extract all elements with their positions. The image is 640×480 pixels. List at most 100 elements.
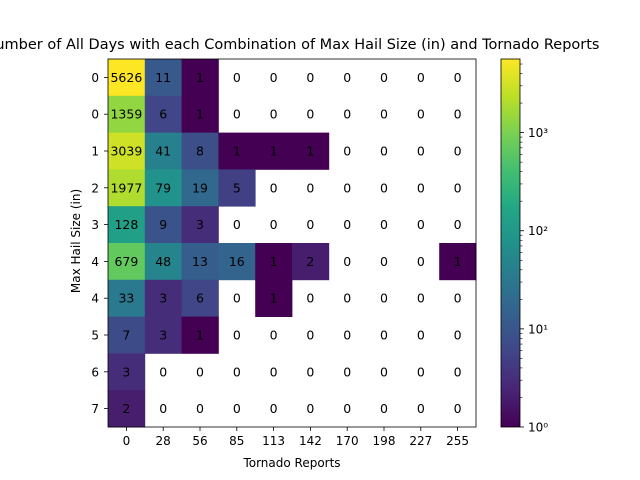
cell-value-label: 0 [380,291,388,306]
cell-value-label: 48 [155,254,171,269]
x-tick-label: 0 [123,434,131,448]
heatmap-cell [108,243,146,281]
heatmap-cell [181,279,219,317]
cell-value-label: 0 [233,291,241,306]
cell-value-label: 1977 [110,180,142,195]
cell-value-label: 8 [196,144,204,159]
cell-value-label: 0 [380,107,388,122]
heatmap-cell [218,243,256,281]
cell-value-label: 33 [118,291,134,306]
heatmap-cell [181,59,219,97]
cell-value-label: 0 [343,254,351,269]
y-tick-label: 6 [91,365,99,379]
cell-value-label: 0 [417,254,425,269]
cell-value-label: 5 [233,180,241,195]
cell-value-label: 1 [270,144,278,159]
cell-value-label: 0 [343,217,351,232]
heatmap-cell [108,279,146,317]
cell-value-label: 13 [192,254,208,269]
colorbar-tick-label: 10³ [528,126,548,140]
x-tick-label: 198 [373,434,396,448]
cell-value-label: 0 [343,107,351,122]
cell-value-label: 0 [454,328,462,343]
cell-value-label: 0 [417,217,425,232]
heatmap-cell [181,243,219,281]
cell-value-label: 41 [155,144,171,159]
cell-value-label: 19 [192,180,208,195]
cell-value-label: 0 [159,364,167,379]
cell-value-label: 0 [196,401,204,416]
cell-value-label: 0 [454,180,462,195]
heatmap-cell [144,316,182,354]
x-tick-label: 56 [192,434,207,448]
cell-value-label: 0 [454,217,462,232]
heatmap-cell [255,243,293,281]
heatmap-cell [144,169,182,207]
cell-value-label: 0 [270,70,278,85]
chart-title: Number of All Days with each Combination… [0,37,599,53]
cell-value-label: 0 [343,364,351,379]
cell-value-label: 0 [233,70,241,85]
y-tick-label: 4 [91,292,99,306]
colorbar-tick-label: 10¹ [528,322,548,336]
cell-value-label: 3039 [110,144,142,159]
x-tick-label: 85 [229,434,244,448]
cell-value-label: 1 [306,144,314,159]
cell-value-label: 3 [122,364,130,379]
y-axis-label: Max Hail Size (in) [69,189,83,293]
heatmap-cell [144,95,182,133]
cell-value-label: 1 [196,70,204,85]
cell-value-label: 0 [380,180,388,195]
x-tick-label: 170 [336,434,359,448]
cell-value-label: 0 [306,401,314,416]
cell-value-label: 0 [306,217,314,232]
heatmap-cell [108,169,146,207]
cell-value-label: 679 [114,254,138,269]
cell-value-label: 16 [229,254,245,269]
cell-value-label: 0 [306,107,314,122]
heatmap-cell [181,316,219,354]
cell-value-label: 0 [343,328,351,343]
cell-value-label: 0 [233,328,241,343]
cell-value-label: 0 [343,180,351,195]
heatmap-cell [144,206,182,244]
cell-value-label: 1 [454,254,462,269]
heatmap-cell [218,169,256,207]
cell-value-label: 0 [270,107,278,122]
plot-frame [107,58,477,428]
cell-value-label: 0 [417,180,425,195]
cell-value-label: 11 [155,70,171,85]
heatmap-cell [218,132,256,170]
cell-value-label: 0 [233,401,241,416]
y-tick-label: 7 [91,402,99,416]
colorbar-tick-label: 10⁰ [528,421,548,435]
cell-value-label: 0 [159,401,167,416]
cell-value-label: 0 [454,144,462,159]
cell-value-label: 0 [306,328,314,343]
cell-value-label: 0 [417,144,425,159]
cell-value-label: 0 [343,70,351,85]
heatmap-cell [292,243,330,281]
cell-value-label: 128 [114,217,138,232]
cell-value-label: 0 [270,364,278,379]
heatmap-cell [439,243,477,281]
cell-value-label: 0 [233,217,241,232]
heatmap-cell [144,132,182,170]
y-axis-ticks: 0 0 1 2 3 4 4 5 6 7 [91,71,108,416]
cell-value-label: 1 [196,107,204,122]
cell-value-label: 0 [454,107,462,122]
heatmap-cell [181,95,219,133]
heatmap-cell [144,243,182,281]
cell-value-label: 6 [159,107,167,122]
cell-value-label: 0 [306,291,314,306]
cell-value-label: 0 [454,401,462,416]
cell-value-label: 1 [233,144,241,159]
heatmap-cell [181,169,219,207]
cell-value-label: 0 [380,144,388,159]
x-axis-ticks: 0 28 56 85 113 142 170 198 227 255 [123,427,469,448]
cell-value-label: 3 [159,328,167,343]
cell-value-label: 0 [417,328,425,343]
colorbar-ticks: 10⁰ 10¹ 10² 10³ [520,63,548,435]
cell-value-label: 1 [270,254,278,269]
